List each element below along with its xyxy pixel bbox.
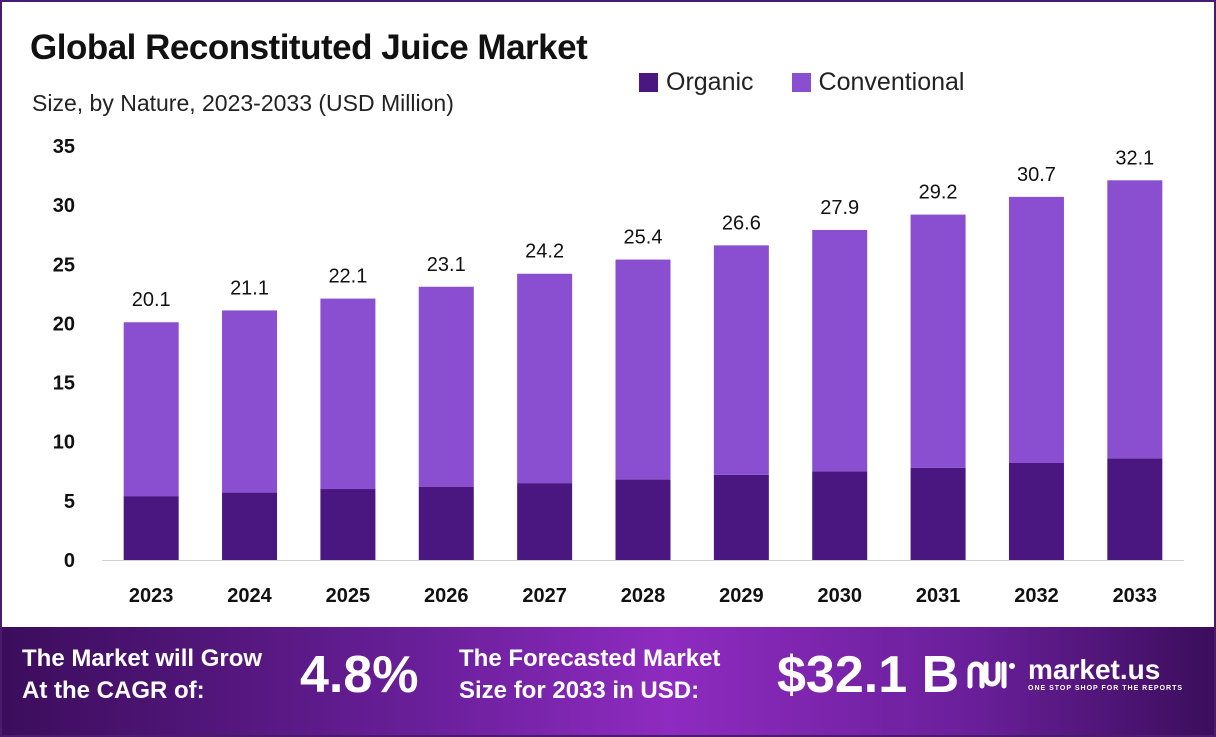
bar-conventional-2033 [1107, 180, 1163, 459]
bar-total-label: 32.1 [1115, 147, 1154, 169]
x-tick-label: 2027 [522, 585, 567, 607]
bar-conventional-2024 [222, 310, 278, 493]
cagr-value: 4.8% [300, 646, 419, 704]
bar-organic-2029 [713, 474, 769, 560]
legend-item-conventional: Conventional [791, 68, 965, 97]
bar-organic-2028 [615, 479, 671, 560]
bar-conventional-2031 [910, 214, 966, 468]
x-tick-label: 2030 [817, 585, 862, 607]
bar-conventional-2027 [517, 273, 573, 484]
market-us-logo-icon [967, 661, 1015, 688]
x-tick-label: 2031 [916, 585, 961, 607]
bar-conventional-2023 [123, 322, 179, 497]
forecast-label-line1: The Forecasted Market [459, 645, 721, 672]
x-tick-label: 2032 [1014, 585, 1059, 607]
bar-total-label: 22.1 [328, 266, 367, 288]
footer-banner: The Market will Grow At the CAGR of: 4.8… [2, 627, 1214, 735]
market-us-logo: market.us ONE STOP SHOP FOR THE REPORTS [964, 655, 1183, 692]
y-tick-label: 15 [53, 373, 75, 395]
bar-total-label: 25.4 [624, 227, 663, 249]
y-tick-label: 0 [64, 550, 75, 572]
y-tick-label: 25 [53, 254, 75, 276]
bar-total-label: 26.6 [722, 212, 761, 234]
x-tick-label: 2023 [129, 585, 174, 607]
bar-conventional-2029 [713, 245, 769, 475]
market-us-logo-text: market.us ONE STOP SHOP FOR THE REPORTS [1028, 654, 1184, 693]
bar-conventional-2026 [418, 286, 474, 487]
chart-legend: Organic Conventional [639, 68, 964, 97]
bar-total-label: 30.7 [1017, 164, 1056, 186]
bar-organic-2026 [418, 486, 474, 560]
x-tick-label: 2028 [621, 585, 666, 607]
chart-title: Global Reconstituted Juice Market [30, 28, 588, 67]
bar-organic-2024 [222, 492, 278, 560]
cagr-label-line1: The Market will Grow [22, 645, 263, 672]
x-tick-label: 2026 [424, 585, 469, 607]
y-tick-label: 10 [53, 432, 75, 454]
bar-organic-2023 [123, 496, 179, 560]
bar-chart: 0510152025303520.1202321.1202422.1202523… [53, 136, 1184, 607]
bar-conventional-2028 [615, 259, 671, 480]
x-tick-label: 2029 [719, 585, 764, 607]
bar-total-label: 20.1 [132, 289, 171, 311]
cagr-label: The Market will Grow At the CAGR of: [22, 643, 262, 707]
logo-tagline: ONE STOP SHOP FOR THE REPORTS [1028, 685, 1184, 692]
legend-label-organic: Organic [666, 68, 754, 96]
y-tick-label: 5 [64, 491, 75, 513]
bar-organic-2033 [1107, 458, 1163, 560]
x-tick-label: 2024 [227, 585, 272, 607]
logo-word: market.us [1028, 654, 1161, 685]
forecast-label: The Forecasted Market Size for 2033 in U… [459, 643, 720, 707]
bar-organic-2031 [910, 467, 966, 560]
y-tick-label: 20 [53, 313, 75, 335]
bar-total-label: 21.1 [230, 277, 269, 299]
legend-swatch-organic [639, 73, 658, 92]
bar-organic-2027 [517, 483, 573, 560]
bar-conventional-2025 [320, 298, 376, 490]
cagr-label-line2: At the CAGR of: [22, 677, 205, 704]
forecast-value: $32.1 B [777, 646, 960, 704]
bar-organic-2032 [1008, 463, 1064, 560]
bar-total-label: 23.1 [427, 254, 466, 276]
legend-label-conventional: Conventional [818, 68, 965, 96]
bar-total-label: 24.2 [525, 241, 564, 263]
legend-swatch-conventional [791, 73, 811, 92]
legend-item-organic: Organic [639, 68, 754, 97]
bar-total-label: 27.9 [820, 197, 859, 219]
bar-conventional-2030 [812, 229, 868, 472]
x-tick-label: 2025 [326, 585, 371, 607]
bar-total-label: 29.2 [919, 182, 958, 204]
y-tick-label: 35 [53, 136, 75, 158]
x-tick-label: 2033 [1113, 585, 1158, 607]
bar-organic-2030 [812, 471, 868, 560]
bar-conventional-2032 [1008, 196, 1064, 464]
forecast-label-line2: Size for 2033 in USD: [459, 677, 700, 704]
bar-organic-2025 [320, 489, 376, 560]
chart-subtitle: Size, by Nature, 2023-2033 (USD Million) [32, 90, 454, 116]
y-tick-label: 30 [53, 195, 75, 217]
